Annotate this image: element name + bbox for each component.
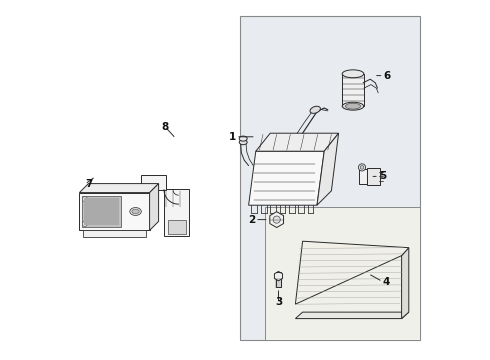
Polygon shape (402, 248, 409, 319)
Text: 2: 2 (248, 215, 255, 225)
Polygon shape (149, 184, 159, 230)
Ellipse shape (239, 136, 247, 141)
Text: 7: 7 (85, 179, 92, 189)
FancyBboxPatch shape (368, 168, 380, 185)
Text: 3: 3 (275, 297, 282, 307)
Polygon shape (317, 133, 339, 205)
Polygon shape (248, 151, 324, 205)
Bar (79, 193, 149, 230)
Polygon shape (295, 241, 409, 304)
Polygon shape (295, 312, 409, 319)
Polygon shape (270, 212, 284, 228)
Polygon shape (256, 133, 339, 151)
Polygon shape (83, 230, 146, 237)
Circle shape (360, 166, 364, 169)
Ellipse shape (310, 106, 320, 113)
Circle shape (82, 221, 87, 226)
Bar (240, 16, 419, 340)
Circle shape (82, 197, 87, 202)
FancyBboxPatch shape (359, 169, 369, 184)
Ellipse shape (342, 70, 364, 78)
Bar (84, 198, 119, 225)
Ellipse shape (130, 207, 141, 215)
Bar (168, 220, 186, 234)
Text: 4: 4 (383, 276, 390, 287)
Bar (265, 207, 419, 340)
Ellipse shape (342, 102, 364, 110)
Bar (82, 196, 121, 227)
Bar (141, 175, 166, 190)
Polygon shape (274, 271, 283, 281)
Text: 5: 5 (379, 171, 386, 181)
Ellipse shape (132, 210, 139, 213)
Polygon shape (79, 184, 159, 193)
Circle shape (273, 216, 280, 223)
Text: 8: 8 (162, 122, 169, 132)
Ellipse shape (239, 140, 247, 145)
Bar (342, 74, 364, 106)
Bar (275, 277, 281, 287)
Text: 1: 1 (229, 132, 236, 142)
Bar (164, 189, 189, 236)
Ellipse shape (345, 103, 361, 109)
Text: 6: 6 (384, 71, 391, 81)
Circle shape (358, 164, 366, 171)
